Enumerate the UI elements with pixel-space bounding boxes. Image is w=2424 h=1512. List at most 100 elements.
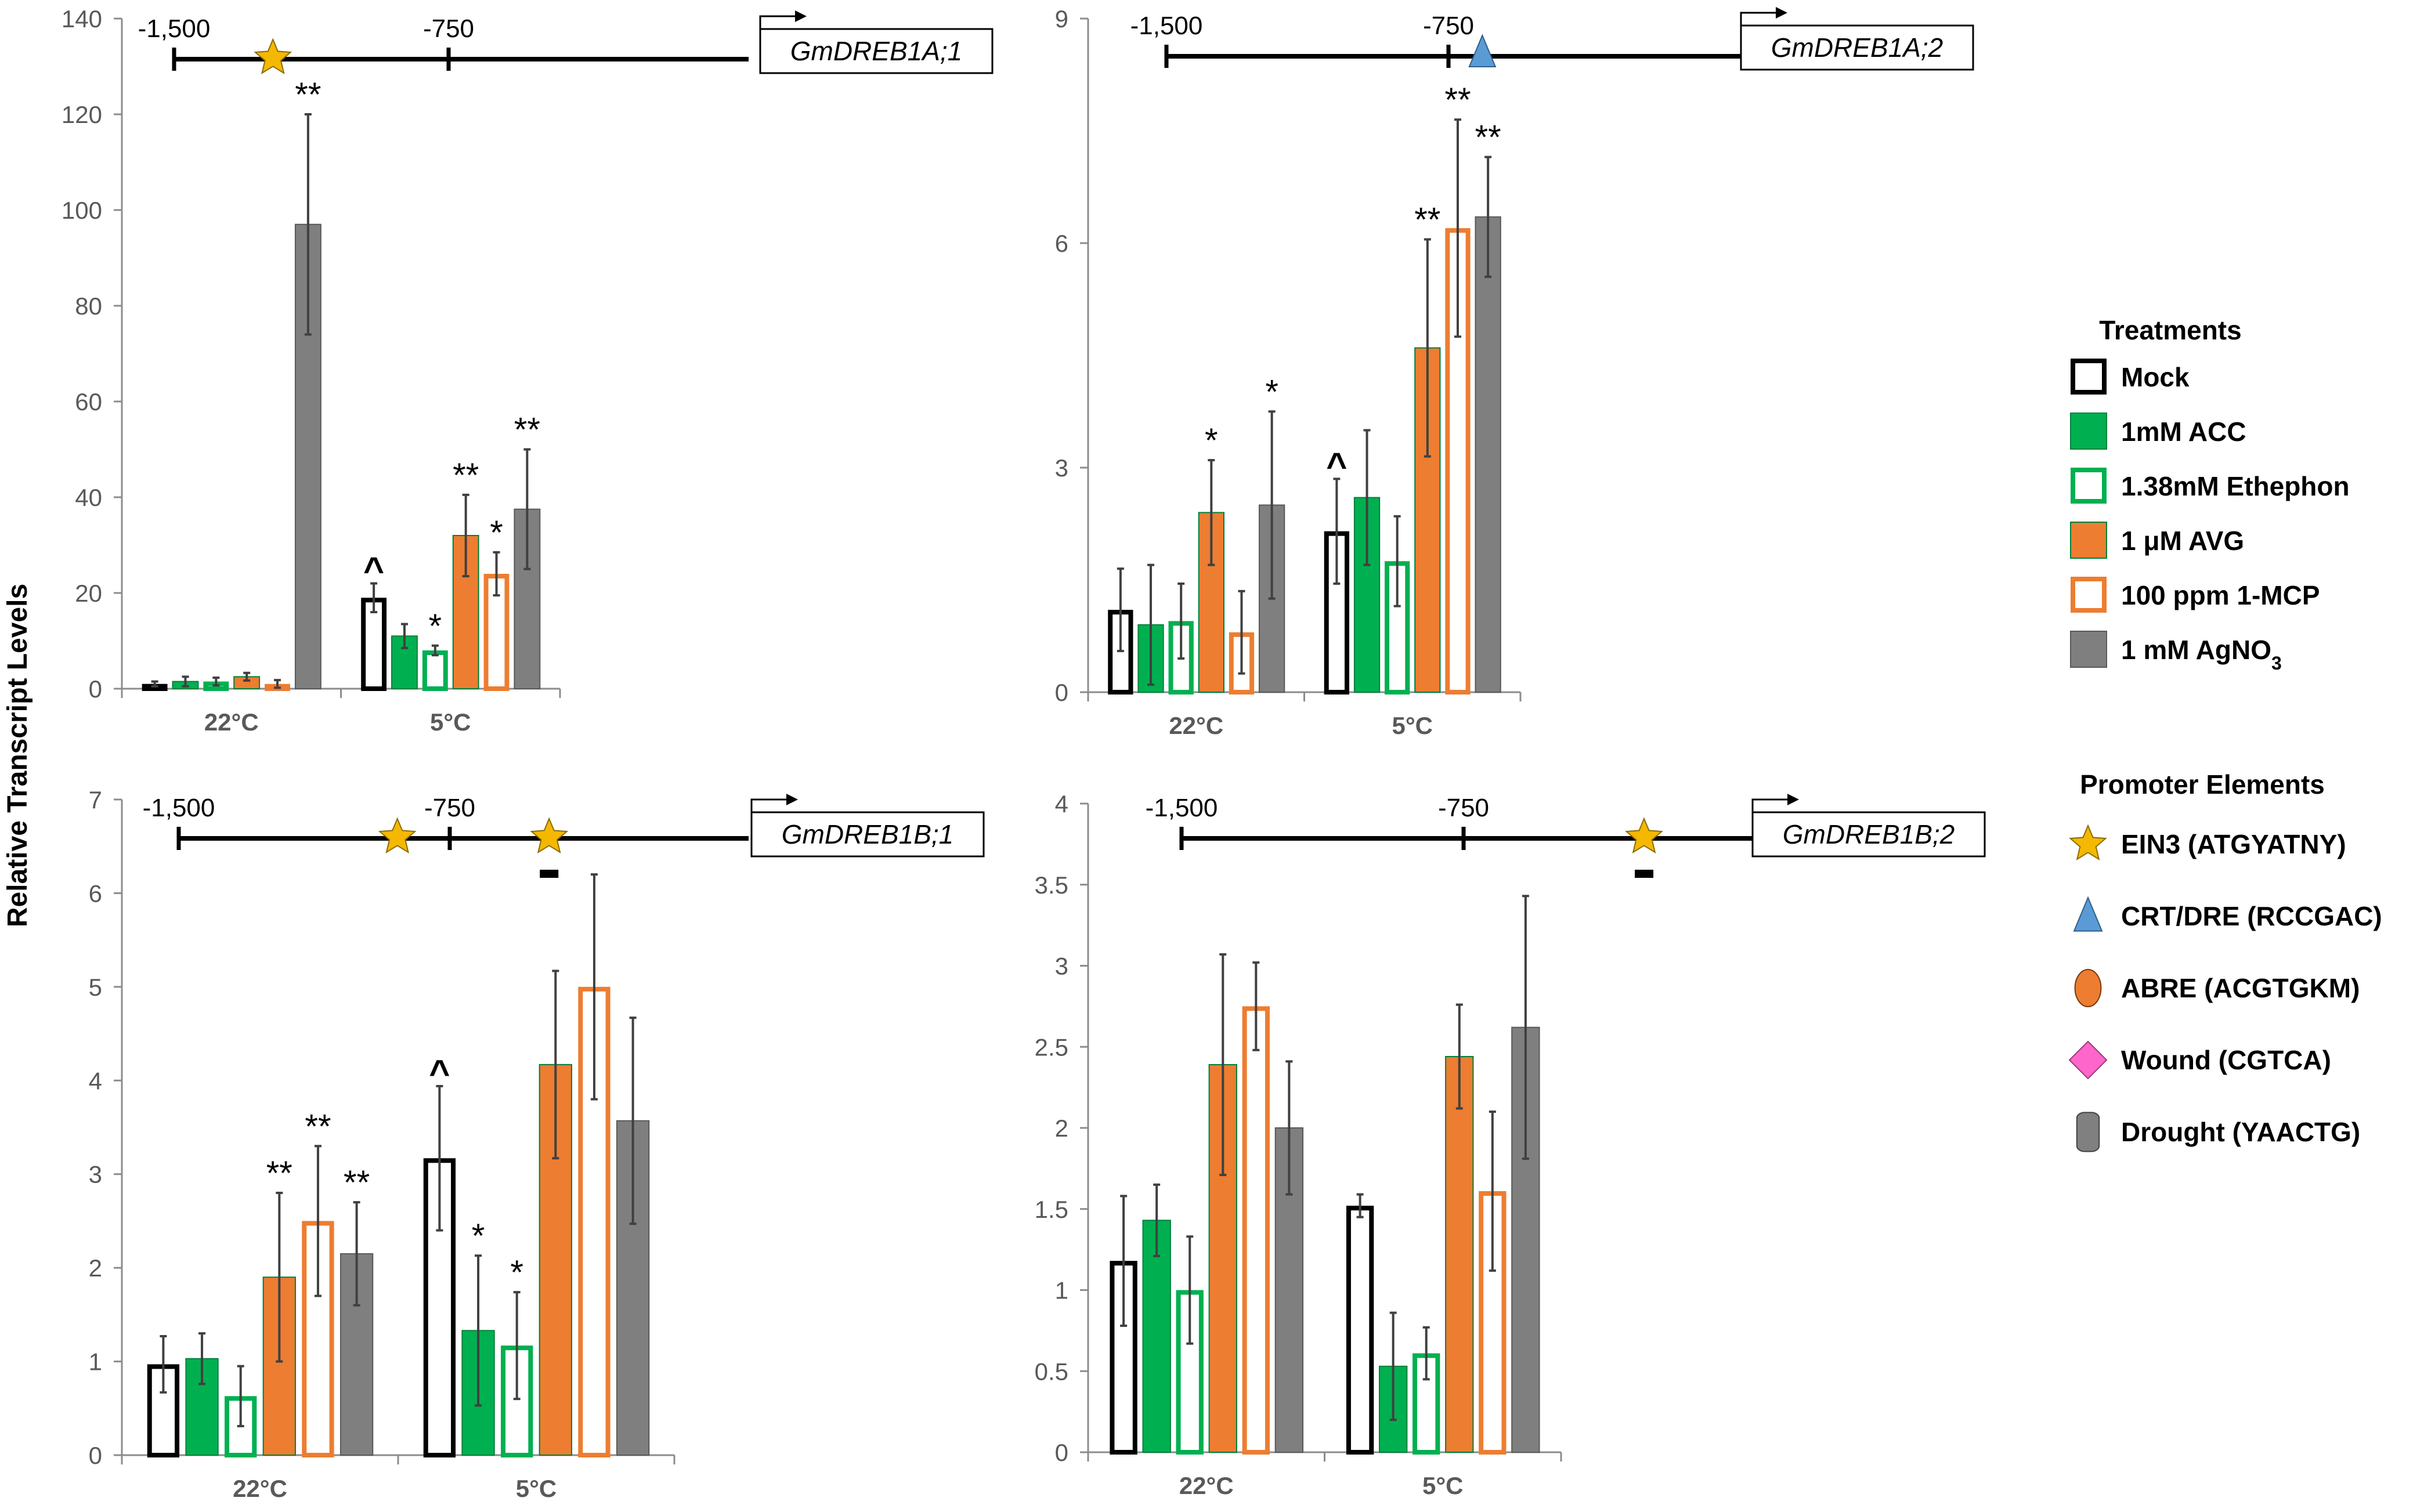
significance-label: ** [344, 1164, 370, 1202]
bar [422, 650, 448, 691]
promoter-tick-label: -1,500 [138, 15, 211, 43]
gene-box [759, 28, 994, 74]
promoter-legend-label: CRT/DRE (RCCGAC) [2121, 901, 2382, 931]
significance-label: * [472, 1217, 485, 1255]
legend-label: 100 ppm 1-MCP [2121, 580, 2320, 610]
y-tick-label: 0 [1055, 679, 1068, 706]
tss-arrow-icon [1776, 7, 1787, 19]
y-tick-label: 7 [89, 786, 102, 813]
y-tick-label: 3 [89, 1161, 102, 1188]
gene-name: GmDREB1B;2 [1783, 819, 1955, 849]
gene-name: GmDREB1A;1 [790, 36, 963, 66]
significance-label: * [490, 514, 503, 552]
ein3-star-icon [254, 38, 292, 75]
significance-label: ** [1414, 201, 1440, 239]
abre-ellipse-icon [2074, 969, 2102, 1007]
legend-label: Mock [2121, 362, 2190, 392]
y-tick-label: 3 [1055, 454, 1068, 482]
mock-comparison-mark: ^ [363, 551, 384, 591]
bar [1346, 1206, 1374, 1455]
probe-region-marker [1635, 870, 1654, 878]
bar [1445, 1056, 1474, 1453]
significance-label: ** [295, 76, 321, 114]
legend-label-text: 1mM ACC [2121, 417, 2246, 447]
significance-label: * [429, 607, 442, 645]
bar [1414, 347, 1441, 693]
y-tick-label: 140 [62, 5, 102, 32]
promoter-diagram: -1,500 -750 GmDREB1B;2 [1146, 794, 1986, 878]
y-tick-label: 120 [62, 101, 102, 128]
wound-diamond-icon [2068, 1040, 2108, 1080]
promoter-legend-items: EIN3 (ATGYATNY) CRT/DRE (RCCGAC) ABRE (ACG… [2068, 824, 2382, 1152]
drought-cylinder-icon [2076, 1112, 2100, 1152]
x-category-label: 5°C [1422, 1472, 1464, 1499]
tss-arrow-line [759, 15, 795, 51]
y-tick-label: 100 [62, 197, 102, 224]
crt-dre-triangle-icon [2073, 896, 2103, 932]
promoter-legend-label: EIN3 (ATGYATNY) [2121, 829, 2346, 859]
y-tick-label: 0 [89, 1442, 102, 1469]
ein3-star-icon [2069, 824, 2107, 861]
legend-swatch [2071, 359, 2107, 395]
bar [361, 598, 387, 691]
gene-box [750, 811, 985, 858]
promoter-legend-item-ellipse: ABRE (ACGTGKM) [2074, 969, 2360, 1007]
promoter-legend-label: Drought (YAACTG) [2121, 1117, 2360, 1147]
promoter-tick-label: -1,500 [1130, 12, 1203, 40]
legend-item-agno3: 1 mM AgNO3 [2070, 631, 2282, 674]
legend-label-text: Mock [2121, 362, 2190, 392]
ein3-star-icon [1625, 817, 1663, 854]
promoter-legend-label: ABRE (ACGTGKM) [2121, 973, 2360, 1003]
bar [1475, 216, 1501, 693]
promoter-tick-label: -750 [1438, 794, 1489, 822]
legend-swatch [2070, 631, 2107, 668]
legend-label: 1 mM AgNO3 [2121, 635, 2282, 674]
legend-label-subscript: 3 [2271, 653, 2282, 674]
promoter-legend-item-star: EIN3 (ATGYATNY) [2069, 824, 2346, 861]
promoter-diagram: -1,500 -750 GmDREB1A;2 [1130, 7, 1974, 71]
legend-swatch [2070, 413, 2107, 450]
crt-dre-triangle-icon [1468, 34, 1497, 67]
promoter-diagram: -1,500 -750 GmDREB1A;1 [138, 10, 994, 75]
promoter-tick-label: -750 [423, 15, 474, 43]
x-category-label: 22°C [204, 708, 259, 736]
panel-gmdreb1b-2: 0 0.5 1 1.5 2 2.5 3 3.5 4 22°C 5°C -1,500 -750 GmDREB… [1035, 790, 1986, 1499]
tss-arrow-line [750, 798, 786, 834]
significance-label: ** [1475, 119, 1501, 157]
legend-swatch [2071, 577, 2107, 613]
promoter-legend: Promoter Elements EIN3 (ATGYATNY) CRT/DRE… [2068, 769, 2382, 1152]
y-tick-label: 60 [75, 388, 102, 415]
y-tick-label: 6 [1055, 230, 1068, 257]
y-tick-label: 20 [75, 580, 102, 607]
x-category-label: 22°C [233, 1475, 287, 1502]
y-tick-label: 5 [89, 974, 102, 1001]
y-tick-label: 80 [75, 292, 102, 320]
significance-label: * [510, 1254, 523, 1292]
gene-box [1740, 24, 1974, 71]
ein3-star-icon [378, 817, 417, 854]
tss-arrow-icon [786, 794, 798, 805]
promoter-tick-label: -1,500 [143, 794, 215, 822]
promoter-tick-label: -750 [1423, 12, 1474, 40]
gene-box [1751, 811, 1986, 858]
y-tick-label: 6 [89, 880, 102, 907]
legend-label: 1mM ACC [2121, 417, 2246, 447]
y-tick-label: 0 [1055, 1439, 1068, 1466]
promoter-legend-item-triangle: CRT/DRE (RCCGAC) [2073, 896, 2382, 932]
x-category-label: 5°C [516, 1475, 557, 1502]
promoter-legend-label: Wound (CGTCA) [2121, 1045, 2331, 1075]
mock-comparison-mark: ^ [429, 1053, 450, 1093]
significance-label: ** [1444, 81, 1471, 119]
treatments-legend-items: Mock 1mM ACC 1.38mM Ethephon 1 μM AVG 100 pp… [2070, 359, 2350, 674]
legend-item-mock: Mock [2071, 359, 2190, 395]
tss-arrow-icon [1787, 794, 1799, 805]
probe-region-marker [540, 870, 559, 878]
y-tick-label: 2.5 [1035, 1033, 1068, 1061]
x-category-label: 22°C [1179, 1472, 1234, 1499]
gene-name: GmDREB1A;2 [1771, 32, 1943, 63]
significance-label: * [1205, 422, 1218, 460]
tss-arrow-line [1740, 12, 1776, 48]
y-tick-label: 4 [1055, 790, 1068, 818]
